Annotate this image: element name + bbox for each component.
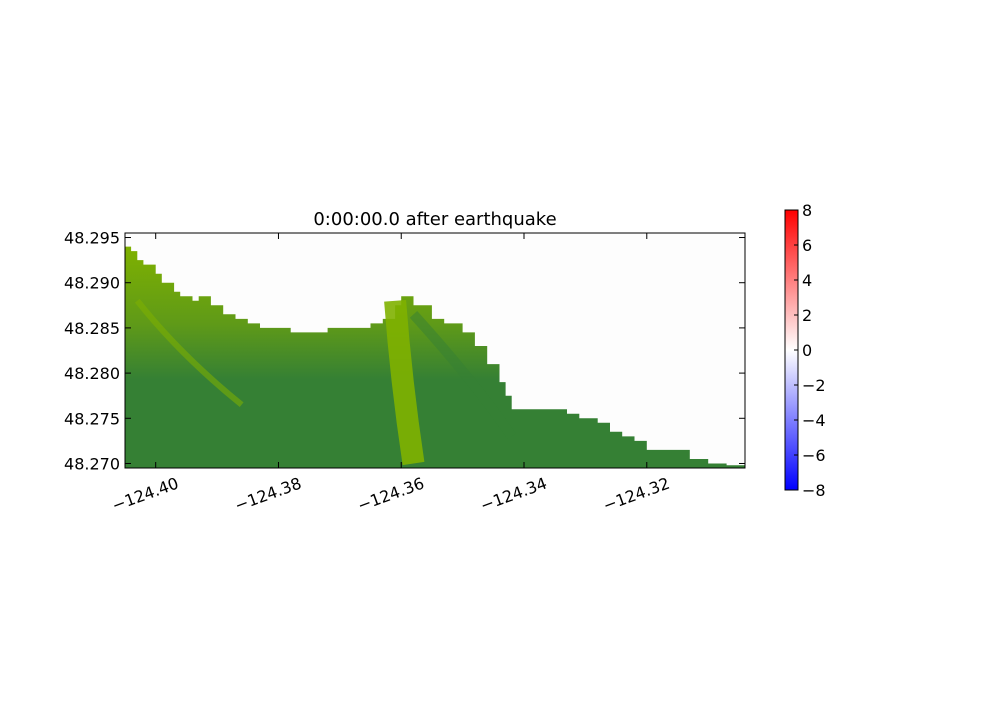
ridge [409, 310, 516, 440]
x-tick-label: −124.32 [600, 474, 672, 516]
colorbar-ticks: 8 6 4 2 0 −2 −4 −6 −8 [794, 201, 826, 500]
colorbar-tick-label: 8 [802, 201, 812, 220]
y-tick-label: 48.270 [64, 454, 120, 473]
x-tick-label: −124.40 [109, 474, 181, 516]
y-tick-label: 48.290 [64, 274, 120, 293]
ridge [384, 299, 425, 466]
land-ridges [134, 298, 516, 466]
x-tick-label: −124.36 [355, 474, 427, 516]
ridge [134, 298, 244, 408]
x-tick-label: −124.38 [232, 474, 304, 516]
y-tick-label: 48.295 [64, 229, 120, 248]
y-tick-label: 48.275 [64, 409, 120, 428]
y-axis: 48.295 48.290 48.285 48.280 48.275 48.270 [64, 229, 745, 473]
chart-title: 0:00:00.0 after earthquake [313, 209, 556, 230]
colorbar-tick-label: 6 [802, 236, 812, 255]
plot-frame [124, 232, 746, 469]
colorbar-tick-label: 4 [802, 271, 812, 290]
colorbar-tick-label: −4 [802, 411, 826, 430]
x-tick-label: −124.34 [478, 474, 550, 516]
y-tick-label: 48.285 [64, 319, 120, 338]
y-tick-label: 48.280 [64, 364, 120, 383]
colorbar-tick-label: −2 [802, 376, 826, 395]
plot-area [125, 233, 745, 468]
colorbar-tick-label: −8 [802, 481, 826, 500]
colorbar-tick-label: −6 [802, 446, 826, 465]
colorbar-tick-label: 0 [802, 341, 812, 360]
land-region [125, 246, 745, 468]
colorbar: 8 6 4 2 0 −2 −4 −6 −8 [784, 201, 826, 500]
colorbar-tick-label: 2 [802, 306, 812, 325]
